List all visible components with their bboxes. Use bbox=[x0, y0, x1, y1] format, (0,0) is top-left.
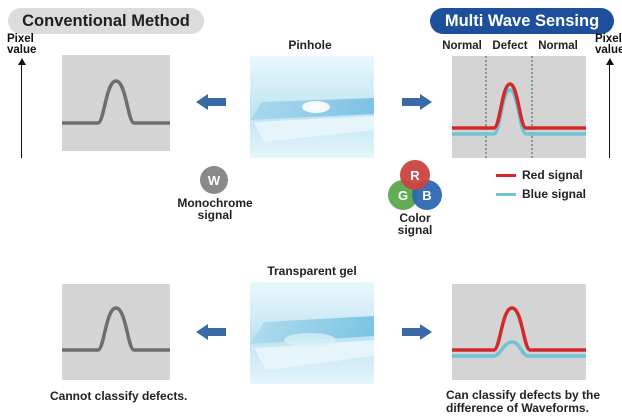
right-axis-line bbox=[609, 64, 610, 158]
multi-wave-sensing-header: Multi Wave Sensing bbox=[430, 8, 614, 34]
left-axis-label-line2: value bbox=[7, 44, 37, 56]
legend-blue-swatch bbox=[496, 193, 516, 196]
color-r-circle: R bbox=[400, 160, 430, 190]
mono-waveform-bottom bbox=[62, 306, 170, 352]
right-axis-label: Pixel value bbox=[595, 33, 622, 56]
region-normal-left: Normal bbox=[442, 40, 482, 52]
color-waveform-top bbox=[452, 56, 586, 158]
arrow-right-icon bbox=[402, 324, 432, 340]
red-signal-line-top bbox=[452, 82, 586, 130]
left-axis-arrowhead bbox=[18, 58, 26, 65]
mono-waveform-box-bottom bbox=[62, 284, 170, 380]
color-waveform-bottom bbox=[452, 306, 586, 358]
right-axis-label-line1: Pixel bbox=[595, 33, 622, 45]
color-waveform-box-top bbox=[452, 56, 586, 158]
left-axis-line bbox=[21, 64, 22, 158]
color-waveform-box-bottom bbox=[452, 284, 586, 380]
can-classify-line2: difference of Waveforms. bbox=[446, 401, 589, 415]
monochrome-label-line2: signal bbox=[197, 208, 233, 222]
transparent-gel-sample-image bbox=[250, 282, 374, 384]
right-axis-label-line2: value bbox=[595, 44, 622, 56]
color-label-line2: signal bbox=[397, 223, 433, 237]
conventional-method-header: Conventional Method bbox=[8, 8, 204, 34]
cannot-classify-caption: Cannot classify defects. bbox=[50, 389, 188, 403]
mono-waveform-box-top bbox=[62, 55, 170, 151]
monochrome-w-circle: W bbox=[200, 166, 228, 194]
legend-blue-label: Blue signal bbox=[522, 187, 587, 201]
region-normal-right: Normal bbox=[538, 40, 578, 52]
arrow-left-icon bbox=[196, 324, 226, 340]
legend-red-label: Red signal bbox=[522, 168, 583, 182]
region-defect: Defect bbox=[492, 40, 528, 52]
legend-red-swatch bbox=[496, 174, 516, 177]
arrow-left-icon bbox=[196, 94, 226, 110]
red-signal-line-bottom bbox=[452, 306, 586, 352]
left-axis-label: Pixel value bbox=[7, 33, 37, 56]
pinhole-label: Pinhole bbox=[288, 38, 332, 52]
arrow-right-icon bbox=[402, 94, 432, 110]
right-axis-arrowhead bbox=[606, 58, 614, 65]
can-classify-line1: Can classify defects by the bbox=[446, 388, 601, 402]
pinhole-sample-image bbox=[250, 56, 374, 158]
monochrome-signal-label: Monochrome signal bbox=[170, 197, 260, 221]
monochrome-label-line1: Monochrome bbox=[177, 196, 253, 210]
mono-waveform-top bbox=[62, 79, 170, 125]
transparent-gel-label: Transparent gel bbox=[267, 264, 357, 278]
blue-signal-line-bottom bbox=[452, 340, 586, 358]
color-signal-label: Color signal bbox=[380, 212, 450, 236]
color-label-line1: Color bbox=[399, 211, 431, 225]
left-axis-label-line1: Pixel bbox=[7, 33, 34, 45]
can-classify-caption: Can classify defects by the difference o… bbox=[446, 389, 622, 415]
blue-signal-line-top bbox=[452, 88, 586, 136]
